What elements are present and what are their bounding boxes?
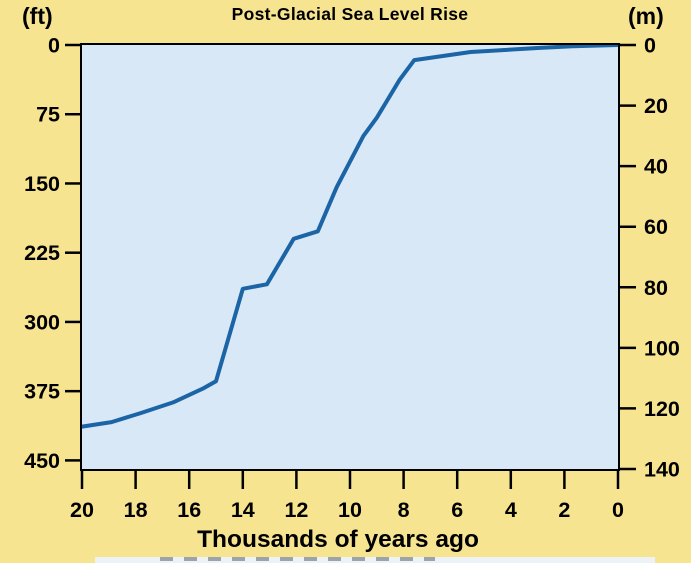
plot-border xyxy=(80,43,620,471)
y-left-tick-label-225: 225 xyxy=(24,241,60,265)
sea-level-line xyxy=(80,43,620,429)
y-left-tick-label-300: 300 xyxy=(24,310,60,334)
y-left-tick-label-75: 75 xyxy=(36,103,60,127)
x-axis-label: Thousands of years ago xyxy=(197,526,479,553)
x-tick-label-10: 10 xyxy=(338,498,362,522)
x-tick-label-18: 18 xyxy=(124,498,148,522)
x-tick-label-16: 16 xyxy=(177,498,201,522)
x-tick-label-6: 6 xyxy=(451,498,463,522)
x-tick-label-12: 12 xyxy=(284,498,308,522)
x-tick-label-8: 8 xyxy=(398,498,410,522)
plot-area-background xyxy=(82,45,618,469)
cropped-text-marks xyxy=(160,557,435,561)
y-right-tick-label-40: 40 xyxy=(644,155,668,179)
y-right-tick-label-100: 100 xyxy=(644,336,680,360)
y-left-tick-label-150: 150 xyxy=(24,172,60,196)
x-tick-label-0: 0 xyxy=(612,498,624,522)
y-right-tick-label-0: 0 xyxy=(644,34,656,58)
left-axis-unit-label: (ft) xyxy=(22,3,53,29)
y-left-tick-label-0: 0 xyxy=(48,34,60,58)
y-right-tick-label-140: 140 xyxy=(644,458,680,482)
y-left-tick-label-375: 375 xyxy=(24,380,60,404)
chart-title: Post-Glacial Sea Level Rise xyxy=(231,4,469,24)
y-right-tick-label-20: 20 xyxy=(644,94,668,118)
x-tick-label-2: 2 xyxy=(558,498,570,522)
y-right-tick-label-60: 60 xyxy=(644,215,668,239)
cropped-text-artifact xyxy=(95,557,655,563)
right-axis-unit-label: (m) xyxy=(628,3,664,29)
y-right-tick-label-120: 120 xyxy=(644,397,680,421)
y-right-tick-label-80: 80 xyxy=(644,276,668,300)
x-tick-label-20: 20 xyxy=(70,498,94,522)
x-tick-label-4: 4 xyxy=(505,498,517,522)
x-tick-label-14: 14 xyxy=(231,498,255,522)
y-left-tick-label-450: 450 xyxy=(24,449,60,473)
